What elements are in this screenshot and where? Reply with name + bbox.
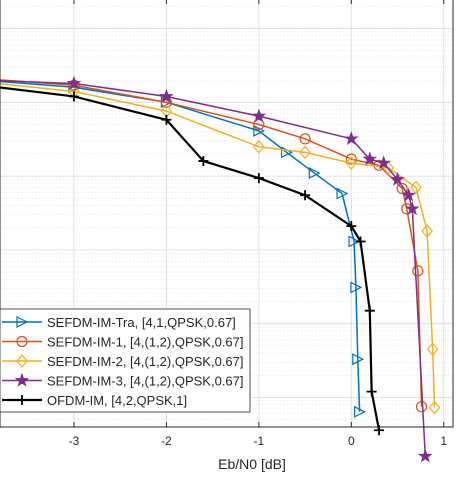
series-5	[0, 86, 385, 436]
marker-diamond	[410, 180, 422, 195]
marker-diamond	[345, 156, 358, 171]
marker-star	[66, 75, 82, 90]
marker-diamond	[253, 139, 265, 154]
marker-plus	[346, 221, 357, 232]
marker-circle	[16, 335, 28, 348]
legend-label: SEFDM-IM-2, [4,(1,2),QPSK,0.67]	[47, 354, 244, 369]
legend-label: OFDM-IM, [4,2,QPSK,1]	[47, 393, 187, 408]
series-line	[0, 82, 436, 408]
marker-star	[401, 187, 416, 202]
marker-triangle	[348, 235, 361, 248]
marker-star	[404, 201, 420, 216]
x-tick-label: 0	[348, 434, 355, 448]
marker-triangle	[350, 281, 363, 294]
legend-entry: SEFDM-IM-2, [4,(1,2),QPSK,0.67]	[2, 354, 244, 369]
marker-star	[343, 131, 359, 146]
marker-plus	[68, 91, 79, 102]
marker-star	[159, 88, 174, 103]
x-tick-label: -1	[254, 434, 265, 448]
legend-entry: SEFDM-IM-1, [4,(1,2),QPSK,0.67]	[2, 335, 244, 350]
legend-entry: SEFDM-IM-Tra, [4,1,QPSK,0.67]	[2, 315, 236, 330]
series-4	[0, 75, 433, 463]
x-axis-label: Eb/N0 [dB]	[218, 456, 286, 472]
marker-diamond	[428, 400, 441, 415]
marker-circle	[412, 265, 424, 277]
marker-star	[14, 372, 30, 387]
marker-plus	[198, 156, 209, 167]
marker-plus	[161, 114, 172, 125]
marker-star	[251, 108, 267, 123]
marker-diamond	[16, 354, 28, 368]
legend-label: SEFDM-IM-3, [4,(1,2),QPSK,0.67]	[47, 374, 244, 389]
marker-triangle	[354, 405, 366, 418]
legend-label: SEFDM-IM-Tra, [4,1,QPSK,0.67]	[47, 315, 236, 330]
series-line	[0, 79, 423, 407]
legend: SEFDM-IM-Tra, [4,1,QPSK,0.67] SEFDM-IM-1,…	[0, 308, 251, 413]
plot-frame	[0, 0, 454, 428]
marker-star	[376, 155, 392, 170]
x-tick-label: -3	[69, 434, 80, 448]
marker-plus	[253, 173, 264, 184]
marker-circle	[345, 153, 357, 165]
marker-plus	[364, 305, 375, 316]
marker-star	[362, 151, 378, 166]
legend-label: SEFDM-IM-1, [4,(1,2),QPSK,0.67]	[47, 335, 244, 350]
legend-entry: SEFDM-IM-3, [4,(1,2),QPSK,0.67]	[2, 372, 244, 389]
marker-plus	[300, 190, 311, 201]
marker-star	[417, 448, 433, 463]
legend-entry: OFDM-IM, [4,2,QPSK,1]	[2, 393, 187, 408]
marker-circle	[299, 133, 311, 145]
series-2	[0, 79, 428, 413]
marker-plus	[17, 395, 27, 405]
marker-triangle	[253, 124, 266, 137]
x-tick-label: 1	[440, 434, 447, 448]
marker-diamond	[426, 342, 439, 357]
x-ticks: -3 -2 -1 0 1	[69, 0, 447, 448]
marker-triangle	[16, 316, 29, 328]
series-lines	[0, 75, 441, 463]
marker-diamond	[421, 224, 433, 238]
marker-plus	[355, 236, 366, 247]
marker-circle	[415, 401, 428, 413]
marker-triangle	[336, 187, 349, 200]
x-tick-label: -2	[161, 434, 172, 448]
marker-plus	[366, 386, 377, 397]
marker-diamond	[299, 145, 311, 160]
marker-star	[390, 171, 405, 186]
marker-circle	[253, 118, 265, 131]
marker-triangle	[352, 353, 365, 366]
marker-triangle	[308, 167, 321, 180]
